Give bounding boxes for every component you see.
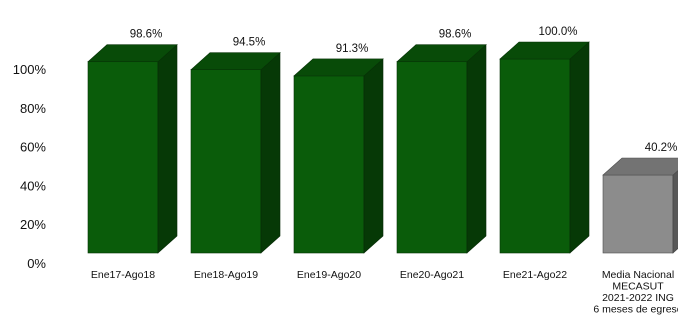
bar-top <box>87 44 178 63</box>
y-tick-label: 100% <box>13 62 47 77</box>
x-tick-label: Ene19-Ago20 <box>297 269 361 281</box>
data-label: 91.3% <box>336 43 369 55</box>
bar <box>190 51 281 254</box>
bar-side <box>569 41 590 254</box>
bar-top <box>499 41 590 60</box>
bar-front <box>190 69 262 254</box>
bar <box>87 44 178 254</box>
bar-front <box>602 174 674 254</box>
y-tick-label: 40% <box>20 178 46 193</box>
data-label: 94.5% <box>233 37 266 49</box>
data-label: 100.0% <box>538 26 577 38</box>
bar <box>293 58 384 254</box>
data-label: 98.6% <box>130 29 163 41</box>
data-label: 98.6% <box>439 29 472 41</box>
bars <box>87 41 678 254</box>
bar-top <box>190 52 281 70</box>
bar-front <box>499 58 571 254</box>
y-tick-label: 80% <box>20 101 46 116</box>
y-axis: 0% 20% 40% 60% 80% 100% <box>13 62 47 271</box>
x-tick-label: Ene21-Ago22 <box>503 269 567 281</box>
data-label: 40.2% <box>645 142 678 154</box>
x-tick-label: Ene17-Ago18 <box>91 269 155 281</box>
bar-front <box>293 75 365 254</box>
bar-side <box>363 58 384 254</box>
value-labels: 98.6% 94.5% 91.3% 98.6% 100.0% 40.2% <box>130 26 678 154</box>
y-tick-label: 0% <box>27 256 46 271</box>
bar-side <box>672 170 678 254</box>
bar-top <box>293 58 384 77</box>
bar-top <box>396 44 487 63</box>
x-axis: Ene17-Ago18 Ene18-Ago19 Ene19-Ago20 Ene20-A… <box>91 269 678 316</box>
bar-side <box>260 51 281 254</box>
x-tick-label: Ene18-Ago19 <box>194 269 258 281</box>
bar <box>499 41 590 254</box>
y-tick-label: 20% <box>20 217 46 232</box>
bar <box>602 157 678 254</box>
bar-side <box>466 44 487 254</box>
bar <box>396 44 487 254</box>
y-tick-label: 60% <box>20 140 46 155</box>
bar-top <box>602 157 678 176</box>
bar-front <box>87 61 159 254</box>
x-tick-label: Ene20-Ago21 <box>400 269 464 281</box>
bar-side <box>157 44 178 254</box>
bar-front <box>396 61 468 254</box>
x-tick-label: Media Nacional MECASUT 2021-2022 ING 6 mese… <box>593 269 678 316</box>
